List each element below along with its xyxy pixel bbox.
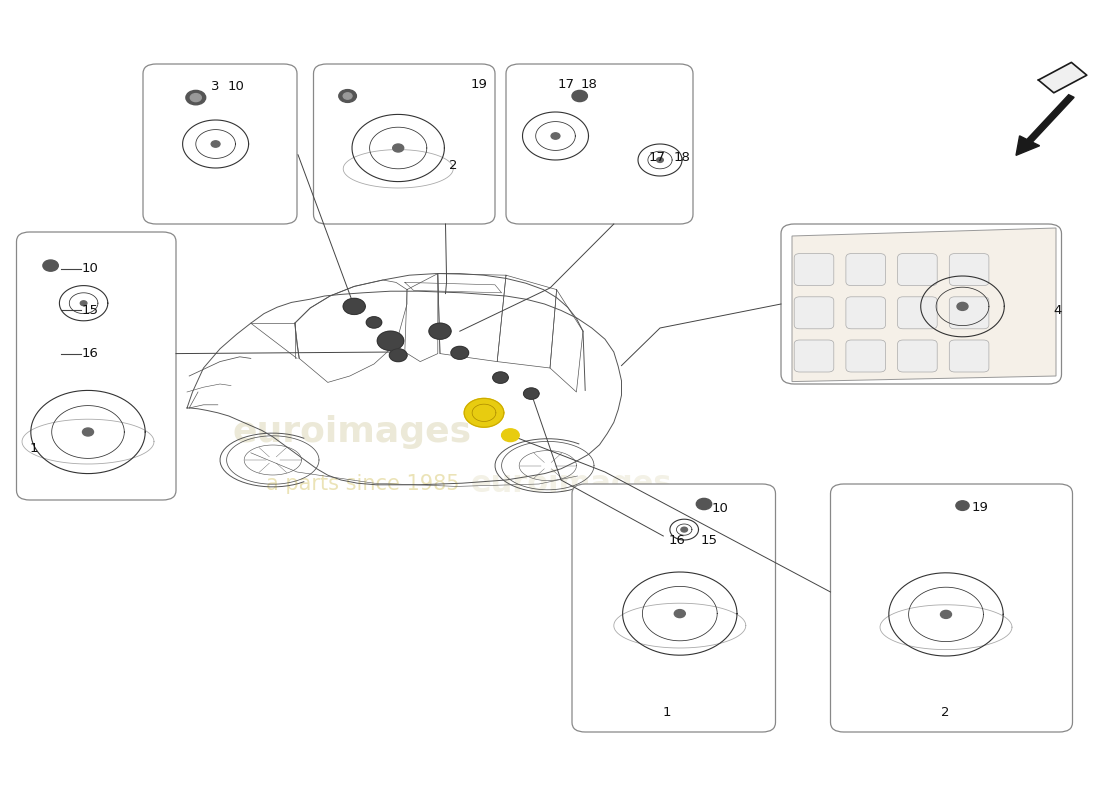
Text: 2: 2 (449, 159, 458, 172)
Circle shape (464, 398, 504, 427)
Circle shape (186, 90, 206, 105)
Circle shape (343, 298, 365, 314)
FancyBboxPatch shape (898, 340, 937, 372)
Text: 10: 10 (81, 262, 98, 275)
FancyArrow shape (1016, 94, 1074, 155)
FancyBboxPatch shape (794, 340, 834, 372)
FancyBboxPatch shape (16, 232, 176, 500)
Text: 1: 1 (30, 442, 38, 454)
Polygon shape (792, 228, 1056, 382)
FancyBboxPatch shape (846, 254, 886, 286)
Circle shape (657, 158, 663, 162)
Circle shape (572, 90, 587, 102)
Text: euroimages: euroimages (471, 470, 673, 498)
Text: 4: 4 (1054, 304, 1063, 317)
Circle shape (957, 302, 968, 310)
Circle shape (429, 323, 451, 339)
Circle shape (551, 133, 560, 139)
Text: 16: 16 (81, 347, 98, 360)
FancyBboxPatch shape (949, 297, 989, 329)
Text: 18: 18 (673, 151, 690, 164)
Circle shape (393, 144, 404, 152)
FancyBboxPatch shape (143, 64, 297, 224)
Circle shape (80, 301, 87, 306)
Text: 10: 10 (712, 502, 728, 515)
Circle shape (339, 90, 356, 102)
FancyBboxPatch shape (314, 64, 495, 224)
Text: a parts since 1985: a parts since 1985 (266, 474, 460, 494)
Text: 10: 10 (228, 80, 244, 93)
Circle shape (956, 501, 969, 510)
FancyBboxPatch shape (572, 484, 776, 732)
Circle shape (524, 388, 539, 399)
FancyBboxPatch shape (949, 254, 989, 286)
Text: 15: 15 (81, 304, 98, 317)
Text: 19: 19 (471, 78, 487, 90)
FancyBboxPatch shape (830, 484, 1072, 732)
Circle shape (43, 260, 58, 271)
Circle shape (493, 372, 508, 383)
FancyBboxPatch shape (846, 297, 886, 329)
FancyBboxPatch shape (898, 254, 937, 286)
Text: 2: 2 (940, 706, 949, 718)
FancyBboxPatch shape (898, 297, 937, 329)
Text: 3: 3 (211, 80, 220, 93)
Circle shape (940, 610, 952, 618)
Circle shape (190, 94, 201, 102)
FancyBboxPatch shape (794, 254, 834, 286)
Circle shape (343, 93, 352, 99)
Text: 18: 18 (581, 78, 597, 91)
Text: 16: 16 (669, 534, 685, 546)
Circle shape (451, 346, 469, 359)
FancyBboxPatch shape (949, 340, 989, 372)
Circle shape (674, 610, 685, 618)
Circle shape (377, 331, 404, 350)
FancyBboxPatch shape (506, 64, 693, 224)
Text: 17: 17 (558, 78, 574, 91)
Text: 1: 1 (662, 706, 671, 718)
Text: 17: 17 (649, 151, 666, 164)
Polygon shape (1038, 62, 1087, 93)
Text: euroimages: euroimages (232, 415, 472, 449)
FancyBboxPatch shape (846, 340, 886, 372)
Text: 15: 15 (701, 534, 717, 546)
FancyBboxPatch shape (781, 224, 1062, 384)
Circle shape (366, 317, 382, 328)
Circle shape (696, 498, 712, 510)
Circle shape (82, 428, 94, 436)
Text: 19: 19 (971, 501, 988, 514)
Circle shape (681, 527, 688, 532)
Circle shape (389, 349, 407, 362)
Circle shape (502, 429, 519, 442)
Circle shape (211, 141, 220, 147)
FancyBboxPatch shape (794, 297, 834, 329)
